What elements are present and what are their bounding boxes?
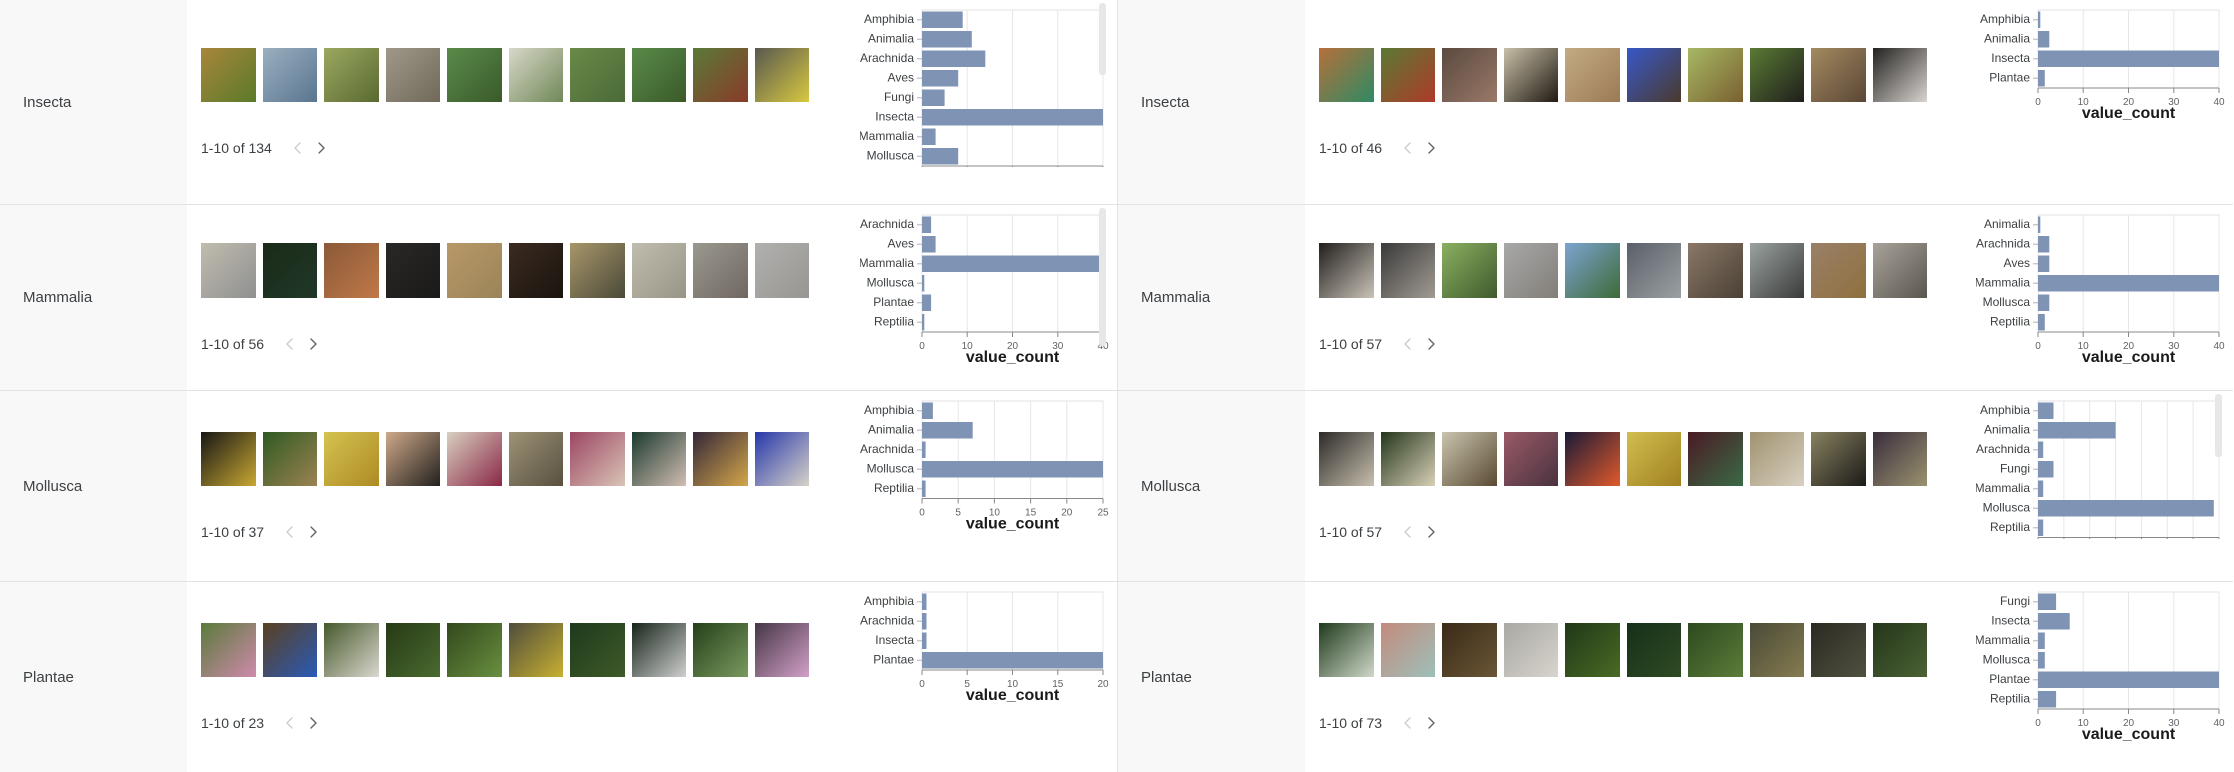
svg-text:Reptilia: Reptilia [1990,520,2030,534]
svg-text:Aves: Aves [888,70,914,84]
svg-text:Amphibia: Amphibia [864,12,914,26]
svg-text:5: 5 [955,508,961,519]
svg-text:Mollusca: Mollusca [867,275,915,289]
svg-text:Plantae: Plantae [873,295,914,309]
svg-text:Animalia: Animalia [868,422,914,436]
svg-text:Plantae: Plantae [1989,70,2030,84]
svg-text:40: 40 [2213,718,2225,729]
svg-text:Animalia: Animalia [1984,422,2030,436]
svg-text:Arachnida: Arachnida [1976,236,2030,250]
svg-text:20: 20 [1097,679,1109,690]
svg-text:value_count: value_count [966,687,1060,702]
svg-text:Arachnida: Arachnida [1976,442,2030,456]
svg-text:value_count: value_count [966,349,1060,364]
svg-text:25: 25 [1097,508,1109,519]
svg-text:Insecta: Insecta [875,633,914,647]
svg-text:Fungi: Fungi [2000,594,2030,608]
svg-text:Amphibia: Amphibia [864,594,914,608]
svg-text:Mollusca: Mollusca [867,461,915,475]
svg-text:Fungi: Fungi [2000,461,2030,475]
svg-text:value_count: value_count [2082,349,2176,364]
svg-text:Arachnida: Arachnida [860,51,914,65]
svg-text:Animalia: Animalia [1984,31,2030,45]
svg-text:40: 40 [2213,341,2225,352]
svg-text:Mammalia: Mammalia [860,129,914,143]
svg-text:Reptilia: Reptilia [874,314,914,328]
svg-text:value_count: value_count [966,516,1060,531]
svg-text:Arachnida: Arachnida [860,613,914,627]
svg-text:0: 0 [919,679,925,690]
svg-text:0: 0 [2035,97,2041,108]
svg-text:Mammalia: Mammalia [1976,481,2030,495]
svg-text:Amphibia: Amphibia [864,403,914,417]
svg-text:Insecta: Insecta [875,109,914,123]
svg-text:Amphibia: Amphibia [1980,12,2030,26]
svg-text:Reptilia: Reptilia [1990,314,2030,328]
svg-text:0: 0 [919,341,925,352]
svg-text:value_count: value_count [2082,726,2176,741]
svg-text:Arachnida: Arachnida [860,217,914,231]
svg-text:Insecta: Insecta [1991,51,2030,65]
svg-text:40: 40 [2213,97,2225,108]
svg-text:Amphibia: Amphibia [1980,403,2030,417]
svg-text:Plantae: Plantae [1989,672,2030,686]
svg-text:Aves: Aves [2004,256,2030,270]
svg-text:value_count: value_count [2082,105,2176,120]
svg-text:Animalia: Animalia [1984,217,2030,231]
svg-text:Fungi: Fungi [884,90,914,104]
svg-text:Animalia: Animalia [868,31,914,45]
svg-text:Arachnida: Arachnida [860,442,914,456]
svg-text:Mollusca: Mollusca [867,148,915,162]
svg-text:Mollusca: Mollusca [1983,500,2031,514]
svg-text:Mollusca: Mollusca [1983,295,2031,309]
svg-text:0: 0 [919,508,925,519]
svg-text:0: 0 [2035,341,2041,352]
svg-text:Reptilia: Reptilia [1990,691,2030,705]
svg-text:Mollusca: Mollusca [1983,652,2031,666]
svg-text:Aves: Aves [888,236,914,250]
svg-text:Mammalia: Mammalia [1976,633,2030,647]
svg-text:Mammalia: Mammalia [1976,275,2030,289]
svg-text:0: 0 [2035,718,2041,729]
svg-text:Plantae: Plantae [873,652,914,666]
svg-text:Mammalia: Mammalia [860,256,914,270]
svg-text:Reptilia: Reptilia [874,481,914,495]
svg-text:20: 20 [1061,508,1073,519]
svg-text:Insecta: Insecta [1991,613,2030,627]
